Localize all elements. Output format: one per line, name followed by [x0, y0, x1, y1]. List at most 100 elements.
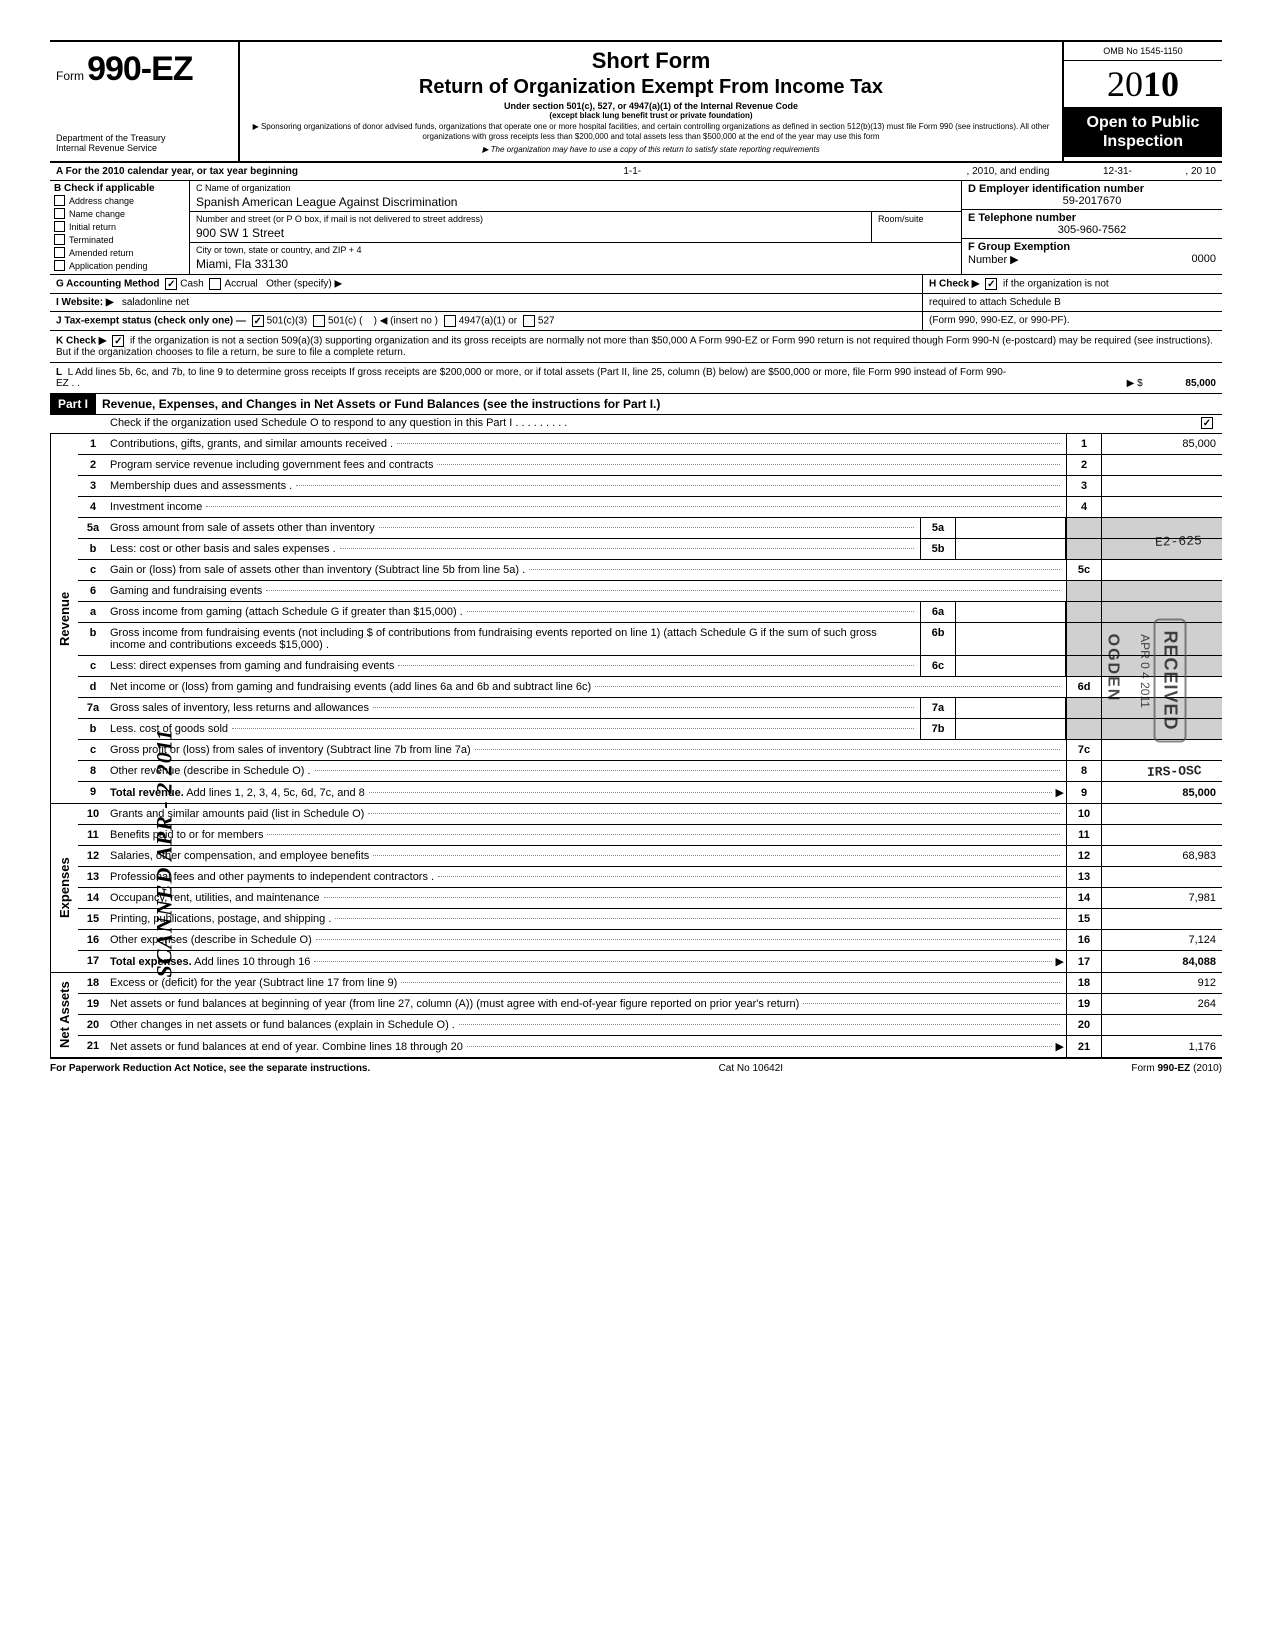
line-right-number: 8 — [1066, 761, 1102, 781]
line-text: Grants and similar amounts paid (list in… — [108, 804, 1066, 824]
check-label: Amended return — [69, 248, 134, 258]
line-right-number: 11 — [1066, 825, 1102, 845]
line-text: Salaries, other compensation, and employ… — [108, 846, 1066, 866]
check-address-change[interactable]: Address change — [54, 194, 185, 207]
col-b: B Check if applicable Address change Nam… — [50, 181, 190, 274]
k-label: K Check ▶ — [56, 336, 106, 347]
sub-line-number: 6b — [920, 623, 956, 655]
h-check[interactable]: ✓ — [985, 278, 997, 290]
check-name-change[interactable]: Name change — [54, 207, 185, 220]
except-text: (except black lung benefit trust or priv… — [250, 111, 1052, 120]
sub-line-number: 6c — [920, 656, 956, 676]
stamp-e2: E2-625 — [1155, 533, 1202, 550]
j-527-check[interactable] — [523, 315, 535, 327]
line-right-number: 16 — [1066, 930, 1102, 950]
line-number: c — [78, 560, 108, 580]
line-text: Professional fees and other payments to … — [108, 867, 1066, 887]
check-initial-return[interactable]: Initial return — [54, 220, 185, 233]
col-c: C Name of organization Spanish American … — [190, 181, 962, 274]
line-row: 16Other expenses (describe in Schedule O… — [78, 930, 1222, 951]
line-row: 8Other revenue (describe in Schedule O) … — [78, 761, 1222, 782]
line-amount: 7,981 — [1102, 888, 1222, 908]
sub-line-amount — [956, 602, 1066, 622]
j-501c3-check[interactable]: ✓ — [252, 315, 264, 327]
stamp-ogden: OGDEN — [1104, 634, 1122, 703]
h-text2: required to attach Schedule B — [922, 294, 1222, 311]
line-row: 3Membership dues and assessments .3 — [78, 476, 1222, 497]
line-row: 19Net assets or fund balances at beginni… — [78, 994, 1222, 1015]
open-public-badge: Open to Public Inspection — [1064, 107, 1222, 157]
line-text: Other expenses (describe in Schedule O) — [108, 930, 1066, 950]
line-right-number: 20 — [1066, 1015, 1102, 1035]
line-amount — [1102, 1015, 1222, 1035]
line-amount — [1102, 867, 1222, 887]
line-right-number: 6d — [1066, 677, 1102, 697]
check-pending[interactable]: Application pending — [54, 259, 185, 272]
sub-line-number: 7b — [920, 719, 956, 739]
line-amount — [1102, 476, 1222, 496]
e-cell: E Telephone number 305-960-7562 — [962, 210, 1222, 239]
line-row: 13Professional fees and other payments t… — [78, 867, 1222, 888]
line-amount: 1,176 — [1102, 1036, 1222, 1057]
line-text: Total expenses. Add lines 10 through 16▶ — [108, 951, 1066, 972]
room-suite: Room/suite — [871, 212, 961, 242]
j-501c-check[interactable] — [313, 315, 325, 327]
year-suffix: 10 — [1143, 64, 1179, 104]
j-501c: 501(c) ( — [328, 316, 362, 327]
tax-year: 2010 — [1064, 61, 1222, 107]
line-row: 4Investment income4 — [78, 497, 1222, 518]
g-accrual-check[interactable] — [209, 278, 221, 290]
sub-line-amount — [956, 719, 1066, 739]
line-right-number: 9 — [1066, 782, 1102, 803]
line-text: Membership dues and assessments . — [108, 476, 1066, 496]
line-amount — [1102, 560, 1222, 580]
footer: For Paperwork Reduction Act Notice, see … — [50, 1059, 1222, 1078]
check-label: Terminated — [69, 235, 114, 245]
line-row: 18Excess or (deficit) for the year (Subt… — [78, 973, 1222, 994]
line-row: 15Printing, publications, postage, and s… — [78, 909, 1222, 930]
j-label: J Tax-exempt status (check only one) — — [56, 316, 246, 327]
sub-line-number: 7a — [920, 698, 956, 718]
line-text: Gross profit or (loss) from sales of inv… — [108, 740, 1066, 760]
k-text: if the organization is not a section 509… — [56, 336, 1213, 358]
line-right-number: 10 — [1066, 804, 1102, 824]
line-number: 9 — [78, 782, 108, 803]
k-check[interactable]: ✓ — [112, 335, 124, 347]
line-row: 12Salaries, other compensation, and empl… — [78, 846, 1222, 867]
g-cash-check[interactable]: ✓ — [165, 278, 177, 290]
line-right-number: 14 — [1066, 888, 1102, 908]
line-text: Gain or (loss) from sale of assets other… — [108, 560, 1066, 580]
check-amended[interactable]: Amended return — [54, 246, 185, 259]
row-l: L L Add lines 5b, 6c, and 7b, to line 9 … — [50, 363, 1222, 394]
h-text: if the organization is not — [1003, 279, 1109, 290]
line-row: cLess: direct expenses from gaming and f… — [78, 656, 1222, 677]
line-text: Net assets or fund balances at beginning… — [108, 994, 1066, 1014]
line-right-number: 15 — [1066, 909, 1102, 929]
form-number: 990-EZ — [87, 50, 193, 88]
ein-value: 59-2017670 — [968, 195, 1216, 207]
line-row: 9Total revenue. Add lines 1, 2, 3, 4, 5c… — [78, 782, 1222, 803]
i-label: I Website: ▶ — [56, 297, 114, 308]
addr-label: Number and street (or P O box, if mail i… — [196, 214, 865, 224]
j-527: 527 — [538, 316, 555, 327]
line-text: Excess or (deficit) for the year (Subtra… — [108, 973, 1066, 993]
line-text: Other changes in net assets or fund bala… — [108, 1015, 1066, 1035]
return-title: Return of Organization Exempt From Incom… — [250, 76, 1052, 99]
line-number: 8 — [78, 761, 108, 781]
line-row: 17Total expenses. Add lines 10 through 1… — [78, 951, 1222, 972]
header-right: OMB No 1545-1150 2010 Open to Public Ins… — [1062, 42, 1222, 161]
line-amount: 68,983 — [1102, 846, 1222, 866]
j-4947-check[interactable] — [444, 315, 456, 327]
under-section: Under section 501(c), 527, or 4947(a)(1)… — [250, 101, 1052, 111]
check-label: Name change — [69, 209, 125, 219]
sub-line-number: 5b — [920, 539, 956, 559]
part1-check[interactable]: ✓ — [1201, 417, 1213, 429]
netassets-side-label: Net Assets — [50, 973, 78, 1057]
line-number: 13 — [78, 867, 108, 887]
line-row: 5aGross amount from sale of assets other… — [78, 518, 1222, 539]
row-i: I Website: ▶ saladonline net required to… — [50, 294, 1222, 312]
check-terminated[interactable]: Terminated — [54, 233, 185, 246]
l-text: L Add lines 5b, 6c, and 7b, to line 9 to… — [56, 367, 1006, 389]
year-prefix: 20 — [1107, 64, 1143, 104]
revenue-side-label: Revenue — [50, 434, 78, 803]
